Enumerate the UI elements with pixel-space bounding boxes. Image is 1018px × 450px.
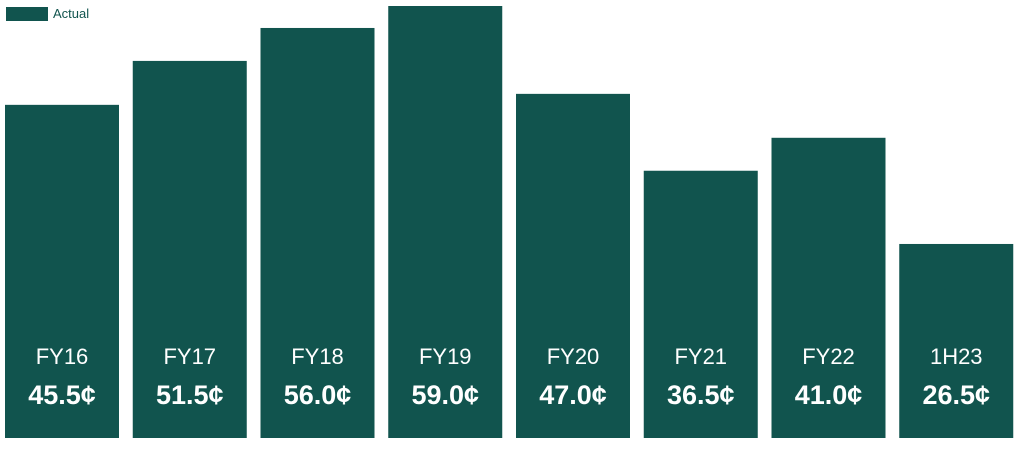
category-label: FY19 xyxy=(419,344,472,369)
bar xyxy=(516,93,630,438)
category-label: 1H23 xyxy=(930,344,983,369)
category-label: FY21 xyxy=(674,344,727,369)
bar-group: 1H23 26.5¢ xyxy=(899,243,1014,438)
value-label: 36.5¢ xyxy=(667,380,735,410)
legend-swatch-actual xyxy=(6,6,48,21)
value-label: 26.5¢ xyxy=(922,380,990,410)
bar xyxy=(899,243,1014,438)
category-label: FY20 xyxy=(547,344,600,369)
bar-group: FY22 41.0¢ xyxy=(771,137,886,438)
bar xyxy=(771,137,886,438)
bar-group: FY18 56.0¢ xyxy=(260,27,375,439)
bar-group: FY21 36.5¢ xyxy=(643,170,758,438)
bar xyxy=(132,60,247,438)
category-label: FY18 xyxy=(291,344,344,369)
value-label: 56.0¢ xyxy=(284,380,352,410)
value-label: 45.5¢ xyxy=(28,380,96,410)
bar-group: FY19 59.0¢ xyxy=(388,6,503,438)
value-label: 51.5¢ xyxy=(156,380,224,410)
value-label: 59.0¢ xyxy=(411,380,479,410)
chart-legend: Actual xyxy=(6,6,89,21)
bar xyxy=(643,170,758,438)
bar-group: FY17 51.5¢ xyxy=(132,60,247,438)
category-label: FY22 xyxy=(802,344,855,369)
bar xyxy=(5,104,119,438)
bar-group: FY20 47.0¢ xyxy=(516,93,630,438)
bar xyxy=(388,6,503,438)
category-label: FY17 xyxy=(163,344,216,369)
bar-group: FY16 45.5¢ xyxy=(5,104,119,438)
bar xyxy=(260,27,375,439)
value-label: 41.0¢ xyxy=(795,380,863,410)
legend-label-actual: Actual xyxy=(53,6,90,21)
category-label: FY16 xyxy=(36,344,89,369)
value-label: 47.0¢ xyxy=(539,380,607,410)
